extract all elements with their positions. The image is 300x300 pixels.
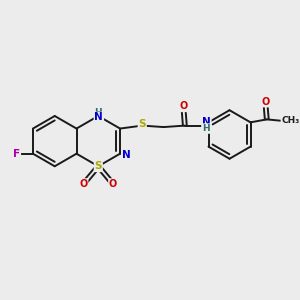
Text: H: H (202, 124, 210, 133)
Text: O: O (109, 179, 117, 189)
Text: S: S (94, 161, 102, 171)
Text: O: O (179, 101, 188, 111)
Text: H: H (94, 108, 102, 117)
Text: N: N (202, 117, 211, 127)
Text: F: F (13, 149, 20, 159)
Text: S: S (139, 119, 146, 129)
Text: CH₃: CH₃ (281, 116, 300, 125)
Text: O: O (80, 179, 88, 189)
Text: O: O (261, 97, 269, 106)
Text: N: N (94, 112, 103, 122)
Text: N: N (122, 150, 131, 160)
